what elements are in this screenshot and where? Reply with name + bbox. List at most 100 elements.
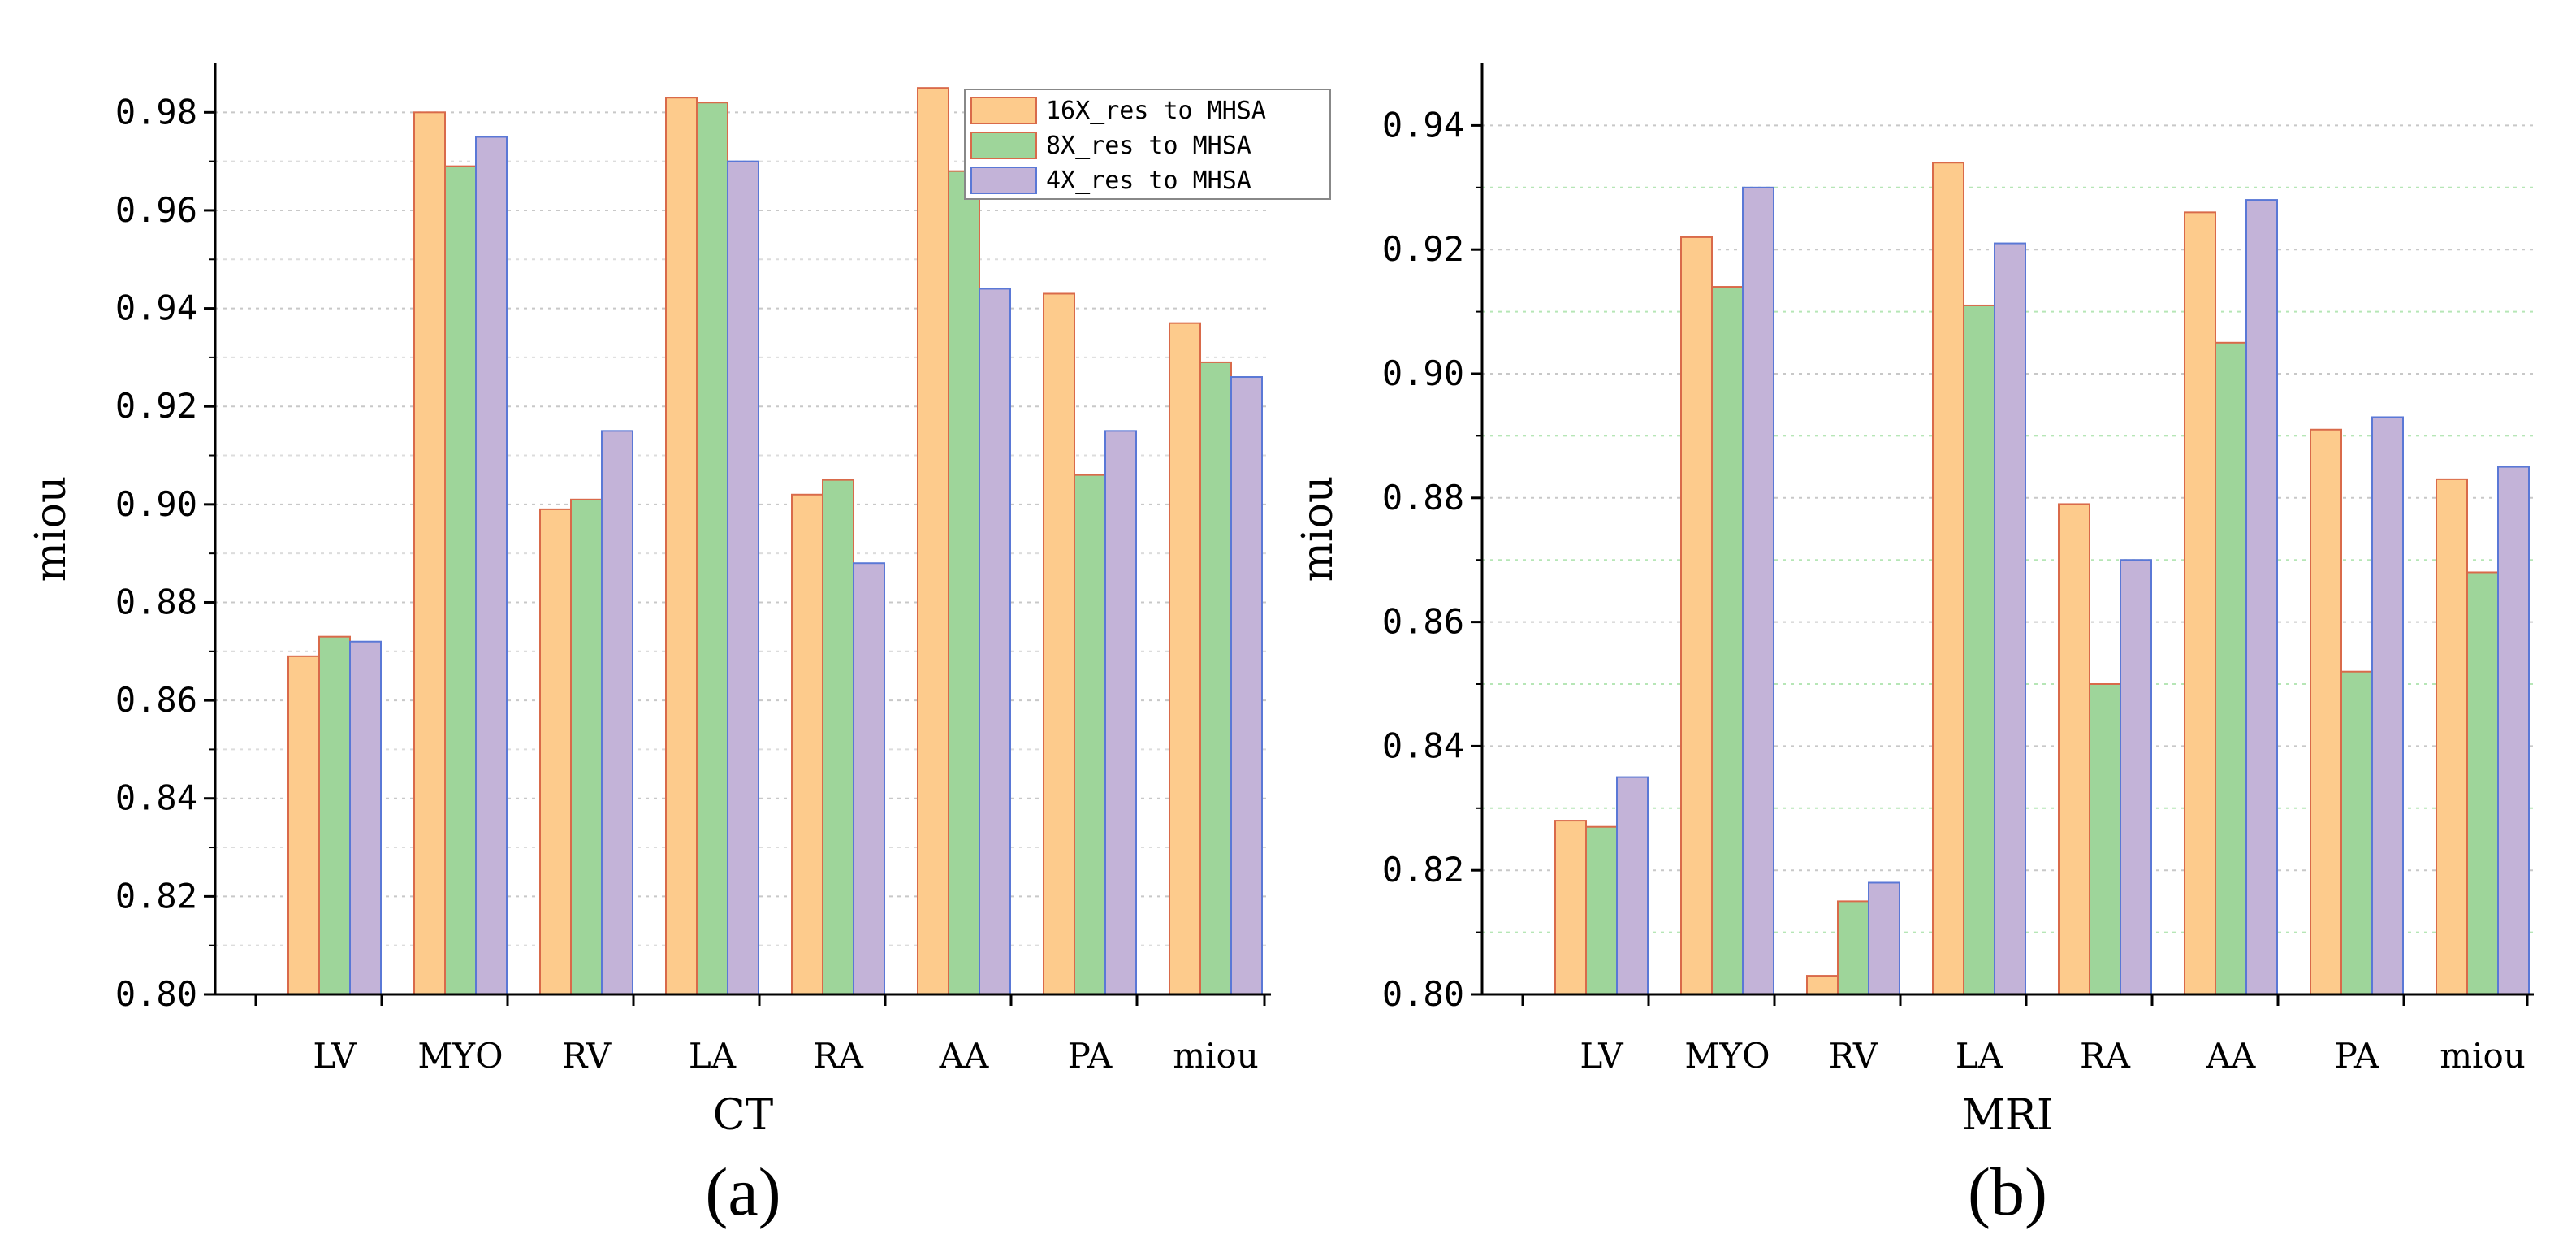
y-tick-label: 0.80 — [1382, 974, 1464, 1014]
y-tick-label: 0.82 — [115, 876, 197, 916]
legend-swatch — [970, 167, 1037, 194]
y-tick-label: 0.88 — [115, 582, 197, 622]
legend-swatch — [970, 132, 1037, 159]
bar-16x-ra — [2058, 503, 2090, 995]
bar-8x-miou — [2466, 571, 2499, 995]
bar-8x-ra — [2089, 683, 2121, 995]
y-tick-labels: 0.80 0.82 0.84 0.86 0.88 0.90 0.92 0.94 — [1382, 105, 1482, 1014]
bar-4x-aa — [2245, 199, 2278, 995]
y-tick-label: 0.94 — [1382, 105, 1464, 145]
y-tick-label: 0.84 — [1382, 725, 1464, 765]
bar-8x-lv — [318, 635, 351, 996]
bar-4x-miou — [1230, 376, 1263, 995]
x-tick-labels: LV MYO RV LA RA AA PA miou — [254, 994, 1266, 1076]
x-tick-label-miou: miou — [2440, 1036, 2526, 1076]
bar-4x-lv — [1616, 776, 1649, 995]
y-tick-label: 0.82 — [1382, 850, 1464, 890]
bar-16x-aa — [917, 87, 949, 996]
bar-4x-rv — [601, 430, 633, 995]
y-tick-label: 0.92 — [115, 386, 197, 426]
bars — [287, 87, 1263, 996]
x-tick-label-rv: RV — [1829, 1036, 1878, 1076]
y-tick-label: 0.84 — [115, 778, 197, 818]
bar-8x-la — [1963, 304, 1995, 995]
bars — [1554, 162, 2530, 996]
bar-8x-rv — [570, 498, 603, 995]
bar-4x-myo — [475, 136, 508, 996]
legend-swatch — [970, 97, 1037, 124]
bar-8x-myo — [444, 165, 477, 996]
y-tick-label: 0.90 — [115, 484, 197, 524]
bar-16x-rv — [539, 508, 572, 995]
bar-16x-miou — [2436, 478, 2468, 995]
bar-4x-myo — [1742, 186, 1774, 996]
x-tick-label-lv: LV — [313, 1036, 357, 1076]
bar-16x-myo — [1680, 236, 1713, 996]
bar-16x-pa — [1043, 292, 1075, 996]
bar-16x-aa — [2184, 211, 2216, 995]
bar-16x-miou — [1169, 322, 1201, 995]
bar-8x-aa — [948, 170, 980, 995]
legend-entry: 16X_res to MHSA — [1046, 97, 1266, 125]
y-tick-label: 0.86 — [115, 680, 197, 720]
chart-panel-ct: 0.80 0.82 0.84 0.86 0.88 0.90 0.92 0.94 0.96 0.98… — [27, 63, 1331, 1230]
y-axis-label: miou — [1294, 476, 1342, 583]
x-tick-label-aa: AA — [2206, 1036, 2256, 1076]
bar-4x-miou — [2497, 466, 2530, 995]
bar-16x-lv — [287, 655, 320, 995]
y-tick-labels: 0.80 0.82 0.84 0.86 0.88 0.90 0.92 0.94 0.96 0.98 — [115, 92, 215, 1014]
bar-16x-myo — [413, 111, 446, 995]
x-tick-label-ra: RA — [813, 1036, 864, 1076]
bar-16x-la — [665, 97, 698, 995]
x-tick-label-myo: MYO — [417, 1036, 503, 1076]
y-tick-label: 0.90 — [1382, 353, 1464, 393]
x-tick-label-rv: RV — [562, 1036, 612, 1076]
y-tick-label: 0.96 — [115, 190, 197, 230]
bar-8x-la — [696, 102, 728, 995]
x-tick-label-pa: PA — [1068, 1036, 1113, 1076]
x-tick-label-pa: PA — [2335, 1036, 2379, 1076]
chart-panel-mri: 0.80 0.82 0.84 0.86 0.88 0.90 0.92 0.94 LV MYO RV L… — [1294, 63, 2534, 1230]
y-tick-label: 0.92 — [1382, 229, 1464, 269]
x-tick-label-la: LA — [689, 1036, 737, 1076]
bar-4x-ra — [2120, 559, 2152, 995]
bar-4x-ra — [853, 562, 885, 995]
y-tick-label: 0.98 — [115, 92, 197, 132]
x-tick-label-la: LA — [1956, 1036, 2003, 1076]
bar-8x-lv — [1585, 825, 1618, 995]
bar-4x-pa — [1104, 430, 1137, 995]
legend: 16X_res to MHSA 8X_res to MHSA 4X_res to M… — [964, 89, 1331, 200]
y-axis-label: miou — [27, 476, 76, 583]
panel-label: (b) — [1968, 1154, 2047, 1230]
y-tick-label: 0.88 — [1382, 478, 1464, 518]
x-tick-label-myo: MYO — [1684, 1036, 1770, 1076]
bar-4x-lv — [349, 640, 382, 995]
x-tick-label-lv: LV — [1580, 1036, 1623, 1076]
y-tick-label: 0.80 — [115, 974, 197, 1014]
bar-8x-ra — [822, 479, 854, 995]
bar-8x-myo — [1711, 286, 1744, 996]
panel-label: (a) — [705, 1154, 780, 1230]
bar-16x-rv — [1806, 975, 1839, 995]
x-axis-label: MRI — [1962, 1091, 2054, 1140]
bar-8x-pa — [1074, 474, 1106, 995]
bar-4x-la — [1994, 242, 2026, 995]
legend-entry: 4X_res to MHSA — [1046, 167, 1251, 195]
bar-8x-aa — [2215, 341, 2247, 995]
bar-8x-miou — [1199, 361, 1232, 995]
bar-16x-lv — [1554, 820, 1587, 996]
bar-4x-aa — [979, 288, 1011, 995]
bar-8x-rv — [1837, 900, 1869, 996]
legend-entry: 8X_res to MHSA — [1046, 132, 1251, 160]
bar-4x-pa — [2371, 416, 2404, 995]
y-tick-label: 0.86 — [1382, 602, 1464, 642]
bar-4x-rv — [1868, 881, 1900, 995]
bar-16x-ra — [791, 493, 823, 995]
x-tick-label-aa: AA — [939, 1036, 989, 1076]
x-tick-label-miou: miou — [1173, 1036, 1259, 1076]
x-axis-label: CT — [713, 1091, 774, 1140]
bar-16x-la — [1932, 162, 1964, 996]
x-tick-label-ra: RA — [2080, 1036, 2131, 1076]
bar-16x-pa — [2310, 428, 2342, 995]
